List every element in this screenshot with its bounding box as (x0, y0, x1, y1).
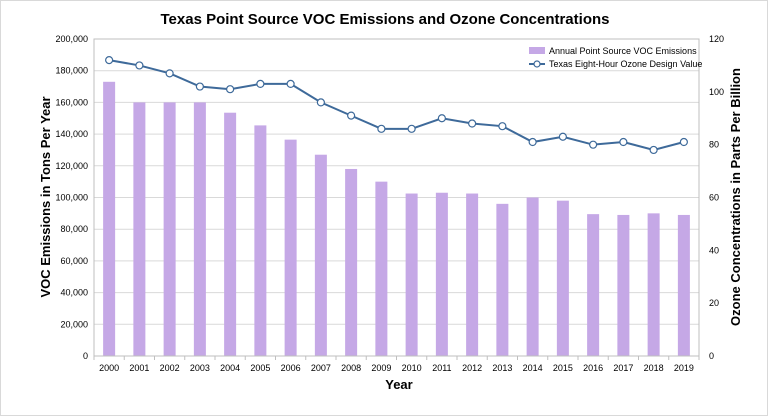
ozone-line (108, 59, 685, 151)
ozone-point (286, 79, 295, 89)
y-left-tick-label: 200,000 (55, 34, 88, 44)
ozone-point (558, 132, 567, 141)
x-tick-label: 2016 (583, 363, 603, 373)
x-tick-label: 2003 (190, 363, 210, 373)
y-left-tick-label: 0 (83, 351, 88, 361)
ozone-point (589, 140, 598, 149)
x-tick-label: 2019 (674, 363, 694, 373)
line-series (105, 56, 688, 155)
x-tick-label: 2000 (99, 363, 119, 373)
bar (647, 213, 660, 356)
y-right-tick-label: 20 (709, 298, 719, 308)
y-left-tick-label: 160,000 (55, 97, 88, 107)
ozone-point (377, 124, 386, 133)
bar (556, 200, 569, 356)
bar (677, 214, 690, 356)
y-right-tick-label: 40 (709, 245, 719, 255)
bar (345, 168, 358, 356)
bar (254, 125, 267, 356)
x-tick-label: 2008 (341, 363, 361, 373)
x-tick-label: 2018 (644, 363, 664, 373)
y-axis-right-title: Ozone Concentrations in Parts Per Billio… (728, 68, 743, 326)
legend-label-emissions: Annual Point Source VOC Emissions (549, 46, 697, 56)
bar (496, 203, 509, 356)
x-tick-label: 2009 (371, 363, 391, 373)
y-right-tick-label: 100 (709, 87, 724, 97)
axes: 0 20,000 40,000 60,000 80,000 100,000 120,000 1… (55, 34, 724, 373)
bar (163, 102, 176, 357)
y-left-tick-label: 60,000 (60, 256, 88, 266)
ozone-point (135, 61, 144, 70)
ozone-point (347, 111, 356, 120)
x-axis-title: Year (385, 377, 412, 392)
ozone-point (468, 119, 477, 128)
ozone-point (407, 124, 416, 133)
bar (375, 181, 388, 356)
ozone-point (316, 98, 325, 107)
bar (435, 192, 448, 356)
y-axis-left-title: VOC Emissions in Tons Per Year (38, 96, 53, 297)
bar-series (103, 81, 690, 357)
y-right-tick-label: 80 (709, 140, 719, 150)
y-left-tick-label: 20,000 (60, 319, 88, 329)
ozone-point (195, 82, 204, 91)
gridlines (94, 38, 699, 357)
legend-marker-ozone (533, 60, 541, 68)
ozone-point (165, 69, 174, 78)
bar (466, 193, 479, 356)
x-tick-label: 2004 (220, 363, 240, 373)
ozone-point (619, 137, 628, 147)
ozone-point (679, 137, 688, 147)
bar (193, 102, 206, 357)
x-tick-label: 2011 (432, 363, 451, 373)
y-left-tick-label: 80,000 (60, 224, 88, 234)
x-tick-label: 2006 (281, 363, 301, 373)
x-tick-label: 2010 (402, 363, 422, 373)
ozone-point (528, 137, 537, 147)
x-tick-label: 2007 (311, 363, 331, 373)
x-tick-label: 2005 (250, 363, 270, 373)
ozone-point (649, 145, 658, 155)
bar (284, 139, 297, 356)
x-tick-label: 2012 (462, 363, 482, 373)
bar (103, 81, 116, 357)
bar (405, 193, 418, 356)
x-tick-label: 2015 (553, 363, 573, 373)
y-left-tick-label: 100,000 (55, 193, 88, 203)
y-left-tick-label: 180,000 (55, 66, 88, 76)
legend-swatch-emissions (529, 47, 545, 54)
y-left-tick-label: 140,000 (55, 129, 88, 139)
y-left-tick-label: 120,000 (55, 161, 88, 171)
x-tick-label: 2002 (160, 363, 180, 373)
legend-label-ozone: Texas Eight-Hour Ozone Design Value (549, 59, 702, 69)
chart-title: Texas Point Source VOC Emissions and Ozo… (161, 11, 610, 28)
bar (224, 112, 237, 356)
y-right-tick-label: 60 (709, 193, 719, 203)
ozone-point (256, 79, 265, 89)
bar (587, 214, 600, 356)
ozone-point (105, 56, 114, 65)
bar (617, 214, 630, 356)
ozone-point (437, 114, 446, 123)
ozone-point (226, 85, 235, 94)
bar (133, 102, 146, 357)
x-tick-label: 2001 (129, 363, 149, 373)
bar (526, 197, 539, 356)
x-tick-label: 2013 (492, 363, 512, 373)
y-right-tick-label: 120 (709, 34, 724, 44)
x-tick-label: 2014 (523, 363, 543, 373)
ozone-point (498, 122, 507, 131)
x-tick-label: 2017 (613, 363, 633, 373)
y-right-tick-label: 0 (709, 351, 714, 361)
legend: Annual Point Source VOC Emissions Texas E… (529, 46, 702, 69)
bar (314, 154, 327, 356)
y-left-tick-label: 40,000 (60, 288, 88, 298)
